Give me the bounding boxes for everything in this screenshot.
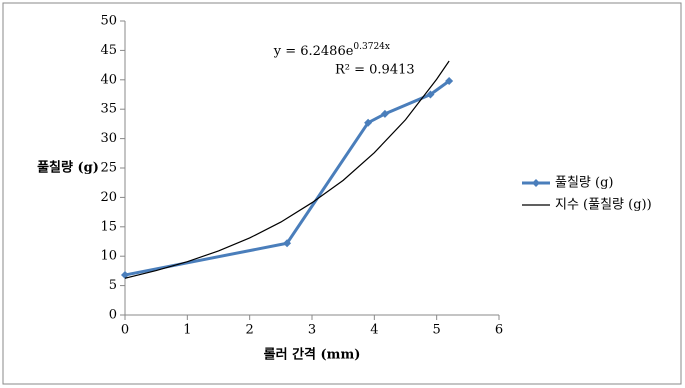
- x-tick-label: 4: [370, 323, 378, 338]
- chart-border: [2, 2, 682, 385]
- x-axis-label: 롤러 간격 (mm): [264, 347, 361, 363]
- marker: [426, 90, 435, 99]
- trend-line: [124, 60, 450, 279]
- x-tick-label: 6: [495, 323, 503, 338]
- y-tick-label: 25: [100, 161, 117, 176]
- y-tick-label: 35: [100, 102, 117, 117]
- legend-label: 풀칠량 (g): [555, 176, 613, 191]
- marker: [445, 76, 454, 85]
- marker: [380, 109, 389, 118]
- x-tick-label: 5: [433, 323, 441, 338]
- y-tick-label: 30: [100, 131, 117, 146]
- marker: [364, 118, 373, 127]
- marker: [121, 271, 129, 280]
- y-tick-label: 50: [100, 14, 117, 29]
- r-squared: R² = 0.9413: [335, 63, 415, 78]
- equation-exponent: 0.3724x: [353, 42, 390, 52]
- y-axis-label: 풀칠량 (g): [37, 160, 99, 176]
- data-line: [124, 79, 451, 277]
- y-tick-label: 5: [109, 278, 117, 293]
- y-tick-label: 45: [100, 43, 117, 58]
- legend-marker: [532, 179, 540, 187]
- y-tick-label: 10: [100, 249, 117, 264]
- y-tick-label: 40: [100, 72, 117, 87]
- legend-label: 지수 (풀칠량 (g)): [555, 198, 652, 213]
- y-tick-label: 15: [100, 219, 117, 234]
- equation-base: y = 6.2486e: [273, 44, 354, 59]
- x-tick-label: 3: [308, 323, 316, 338]
- x-tick-label: 2: [246, 323, 254, 338]
- x-tick-label: 0: [121, 323, 129, 338]
- y-tick-label: 20: [100, 190, 117, 205]
- equation: y = 6.2486e0.3724x: [273, 42, 390, 59]
- x-tick-label: 1: [183, 323, 191, 338]
- y-tick-label: 0: [109, 308, 117, 323]
- marker: [283, 239, 292, 248]
